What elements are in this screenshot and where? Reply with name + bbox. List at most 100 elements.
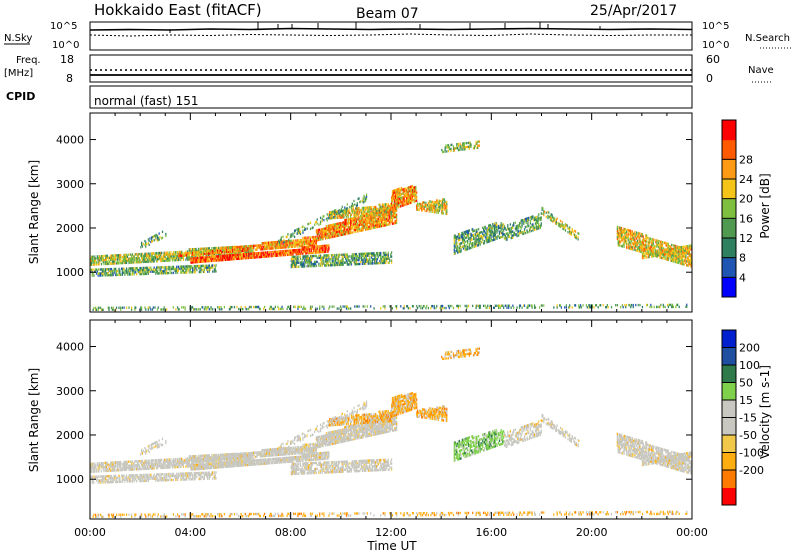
power-cell bbox=[355, 211, 357, 214]
power-cell bbox=[387, 204, 389, 208]
power-cell bbox=[311, 245, 313, 249]
power-cell bbox=[350, 219, 353, 222]
power-cell bbox=[359, 229, 361, 233]
power-cell bbox=[272, 243, 274, 246]
power-cell bbox=[355, 213, 358, 216]
power-cell bbox=[366, 224, 368, 227]
power-cell bbox=[245, 247, 247, 250]
power-cell bbox=[395, 209, 397, 213]
power-cell bbox=[368, 217, 370, 221]
power-cell bbox=[429, 202, 431, 205]
power-cell bbox=[355, 218, 358, 221]
power-cell bbox=[394, 207, 396, 210]
power-cell bbox=[319, 245, 321, 248]
power-cell bbox=[385, 257, 388, 260]
power-cell bbox=[294, 249, 297, 252]
power-cell bbox=[208, 266, 210, 269]
power-cell bbox=[403, 189, 405, 193]
power-cell bbox=[383, 251, 385, 255]
power-cell bbox=[251, 246, 253, 250]
power-cell bbox=[331, 260, 333, 263]
power-cell bbox=[102, 260, 104, 264]
power-cell bbox=[459, 244, 461, 247]
power-cell bbox=[410, 199, 412, 202]
power-cell bbox=[395, 196, 397, 200]
power-cell bbox=[395, 219, 397, 223]
power-cell bbox=[460, 234, 462, 237]
power-cell bbox=[294, 265, 297, 268]
station-title: Hokkaido East (fitACF) bbox=[94, 1, 262, 19]
power-cell bbox=[380, 255, 382, 259]
power-cell bbox=[458, 246, 460, 250]
power-cell bbox=[132, 255, 134, 258]
power-cell bbox=[307, 259, 309, 262]
power-cell bbox=[189, 265, 191, 268]
power-cell bbox=[166, 253, 168, 256]
power-cell bbox=[173, 267, 175, 271]
power-cell bbox=[294, 263, 296, 267]
power-cell bbox=[378, 207, 380, 211]
power-cell bbox=[311, 236, 313, 239]
power-cell bbox=[98, 255, 100, 258]
power-cell bbox=[127, 253, 129, 256]
power-cell bbox=[317, 236, 319, 240]
power-cell bbox=[259, 251, 261, 255]
power-cell bbox=[235, 253, 237, 257]
power-cell bbox=[262, 247, 264, 251]
power-cell bbox=[334, 233, 337, 236]
power-cell bbox=[160, 253, 162, 257]
power-cell bbox=[341, 223, 343, 226]
power-cell bbox=[339, 216, 341, 219]
power-cell bbox=[431, 200, 434, 204]
power-cell bbox=[464, 244, 466, 248]
power-cell bbox=[442, 198, 444, 201]
power-cell bbox=[187, 256, 190, 259]
power-cell bbox=[374, 256, 376, 259]
power-cell bbox=[108, 273, 110, 277]
power-cell bbox=[299, 241, 301, 244]
power-cell bbox=[202, 258, 204, 261]
power-cell bbox=[321, 256, 323, 259]
power-cell bbox=[342, 216, 344, 219]
power-cell bbox=[120, 255, 122, 259]
power-cell bbox=[382, 222, 384, 225]
power-cell bbox=[479, 243, 481, 246]
power-cell bbox=[383, 255, 385, 259]
power-cell bbox=[334, 231, 337, 234]
power-cell bbox=[345, 220, 348, 224]
power-cell bbox=[160, 266, 162, 269]
power-cell bbox=[189, 269, 191, 272]
power-cell bbox=[99, 272, 101, 275]
power-cell bbox=[245, 249, 247, 252]
power-cell bbox=[323, 256, 325, 259]
power-cell bbox=[129, 269, 131, 272]
power-cell bbox=[367, 262, 369, 265]
power-cell bbox=[347, 257, 349, 260]
power-cell bbox=[94, 255, 96, 258]
power-cell bbox=[319, 236, 321, 239]
power-cell bbox=[132, 267, 134, 270]
power-cell bbox=[304, 252, 307, 255]
power-cell bbox=[424, 203, 426, 206]
power-cell bbox=[252, 248, 254, 252]
power-cell bbox=[375, 209, 378, 213]
power-cell bbox=[326, 226, 328, 230]
power-cell bbox=[160, 268, 162, 271]
power-cell bbox=[143, 270, 145, 274]
power-cell bbox=[339, 223, 342, 227]
power-cell bbox=[348, 232, 350, 235]
power-cell bbox=[350, 217, 352, 221]
power-cell bbox=[392, 203, 394, 207]
power-cell bbox=[384, 224, 386, 227]
power-cell bbox=[365, 224, 367, 227]
power-cell bbox=[94, 263, 96, 266]
power-cell bbox=[377, 211, 379, 215]
power-cell bbox=[378, 253, 380, 257]
power-cell bbox=[147, 256, 149, 259]
power-cell bbox=[192, 248, 194, 251]
power-cell bbox=[321, 231, 323, 235]
power-cell bbox=[181, 252, 184, 255]
power-cell bbox=[401, 196, 403, 200]
power-cell bbox=[197, 249, 200, 253]
power-cell bbox=[269, 247, 271, 250]
